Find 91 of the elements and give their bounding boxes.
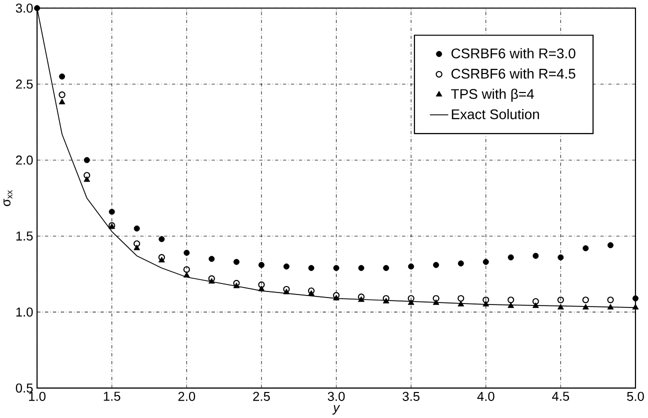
point <box>432 295 440 302</box>
point <box>34 5 40 12</box>
point <box>358 264 364 271</box>
point <box>382 298 390 304</box>
point <box>208 278 215 284</box>
point <box>184 250 190 256</box>
point <box>408 299 414 305</box>
point <box>582 245 589 252</box>
point <box>183 266 190 273</box>
x-tick-label: 4.5 <box>552 392 570 401</box>
point <box>233 282 240 288</box>
point <box>532 302 539 308</box>
point <box>433 262 440 268</box>
point <box>208 256 215 262</box>
point <box>134 225 140 232</box>
point <box>283 263 290 270</box>
point <box>158 256 165 262</box>
x-tick-label: 3.5 <box>402 392 420 401</box>
point <box>458 300 464 306</box>
x-tick-label: 1.0 <box>29 392 46 401</box>
legend-label: TPS with β=4 <box>451 88 534 102</box>
point <box>358 293 365 300</box>
point <box>558 254 564 260</box>
point <box>607 296 614 304</box>
x-tick-label: 4.0 <box>477 392 494 401</box>
point <box>233 280 240 286</box>
point <box>432 299 440 305</box>
x-tick-label: 2.0 <box>178 392 196 401</box>
point <box>84 176 90 182</box>
point <box>134 240 140 247</box>
point <box>408 295 414 302</box>
point <box>632 304 639 310</box>
point <box>582 304 589 310</box>
point <box>482 296 490 304</box>
point <box>482 258 489 265</box>
point <box>458 295 464 302</box>
y-tick-label: 1.0 <box>16 307 33 317</box>
point <box>208 275 215 282</box>
y-tick-label: 2.5 <box>16 79 33 89</box>
x-tick-label: 2.5 <box>253 392 270 401</box>
point <box>108 208 115 215</box>
point <box>607 304 614 310</box>
point <box>308 287 315 294</box>
point <box>557 304 564 310</box>
point <box>358 296 364 302</box>
point <box>158 254 165 261</box>
point <box>158 236 165 242</box>
point <box>233 258 240 265</box>
point <box>508 296 514 304</box>
point <box>258 286 265 292</box>
point <box>308 290 314 296</box>
y-tick-label: 2.0 <box>16 155 33 165</box>
point <box>332 292 340 299</box>
point <box>508 254 514 260</box>
point <box>532 298 540 305</box>
point <box>458 260 464 266</box>
point <box>557 296 564 304</box>
point <box>408 263 414 270</box>
point <box>258 281 265 288</box>
point <box>607 242 614 248</box>
y-axis-title: σ$_{xx}$ <box>4 190 12 206</box>
legend-label: CSRBF6 with R=4.5 <box>451 68 576 79</box>
point <box>58 98 66 104</box>
point <box>308 264 314 271</box>
x-tick-label: 3.0 <box>328 392 345 401</box>
point <box>84 172 90 179</box>
y-tick-label: 0.5 <box>16 383 33 393</box>
point <box>532 252 539 259</box>
point <box>632 295 638 302</box>
point <box>134 244 140 250</box>
x-axis-title: y <box>332 405 340 415</box>
point <box>508 302 514 308</box>
legend-label: CSRBF6 with R=3.0 <box>451 48 576 58</box>
point <box>59 73 66 80</box>
point <box>283 286 290 293</box>
point <box>183 272 190 278</box>
y-tick-label: 3.0 <box>16 4 33 13</box>
point <box>84 157 90 164</box>
x-tick-label: 1.5 <box>104 392 120 401</box>
point <box>333 264 340 271</box>
point <box>258 262 264 268</box>
point <box>283 288 290 294</box>
legend-label: Exact Solution <box>452 108 539 120</box>
point <box>382 295 390 302</box>
y-tick-label: 1.5 <box>16 232 33 240</box>
x-tick-label: 5.0 <box>627 392 644 401</box>
point <box>582 296 589 304</box>
point <box>333 294 340 300</box>
point <box>58 91 66 98</box>
point <box>482 300 490 306</box>
point <box>383 264 390 271</box>
